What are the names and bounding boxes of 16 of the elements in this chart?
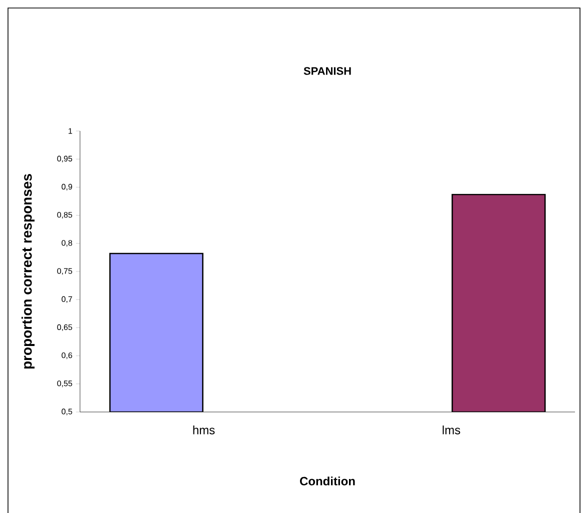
- chart-title: SPANISH: [304, 67, 351, 75]
- y-tick-label: 0,7: [62, 296, 72, 303]
- y-axis-title: proportion correct responses: [22, 174, 35, 369]
- y-tick-label: 0,55: [57, 380, 72, 388]
- y-tick-label: 0,8: [62, 240, 72, 247]
- y-tick-label: 0,75: [57, 268, 72, 275]
- y-tick-label: 1: [68, 128, 72, 134]
- y-tick-label: 0,65: [57, 324, 72, 331]
- y-tick-label: 0,85: [57, 212, 72, 219]
- x-tick-label: lms: [442, 426, 460, 434]
- y-tick-label: 0,6: [62, 352, 72, 360]
- x-tick-label: hms: [193, 426, 215, 434]
- y-tick-label: 0,95: [57, 156, 72, 162]
- y-tick-label: 0,9: [62, 184, 72, 190]
- y-tick-label: 0,5: [62, 408, 72, 416]
- x-axis-title: Condition: [300, 476, 355, 486]
